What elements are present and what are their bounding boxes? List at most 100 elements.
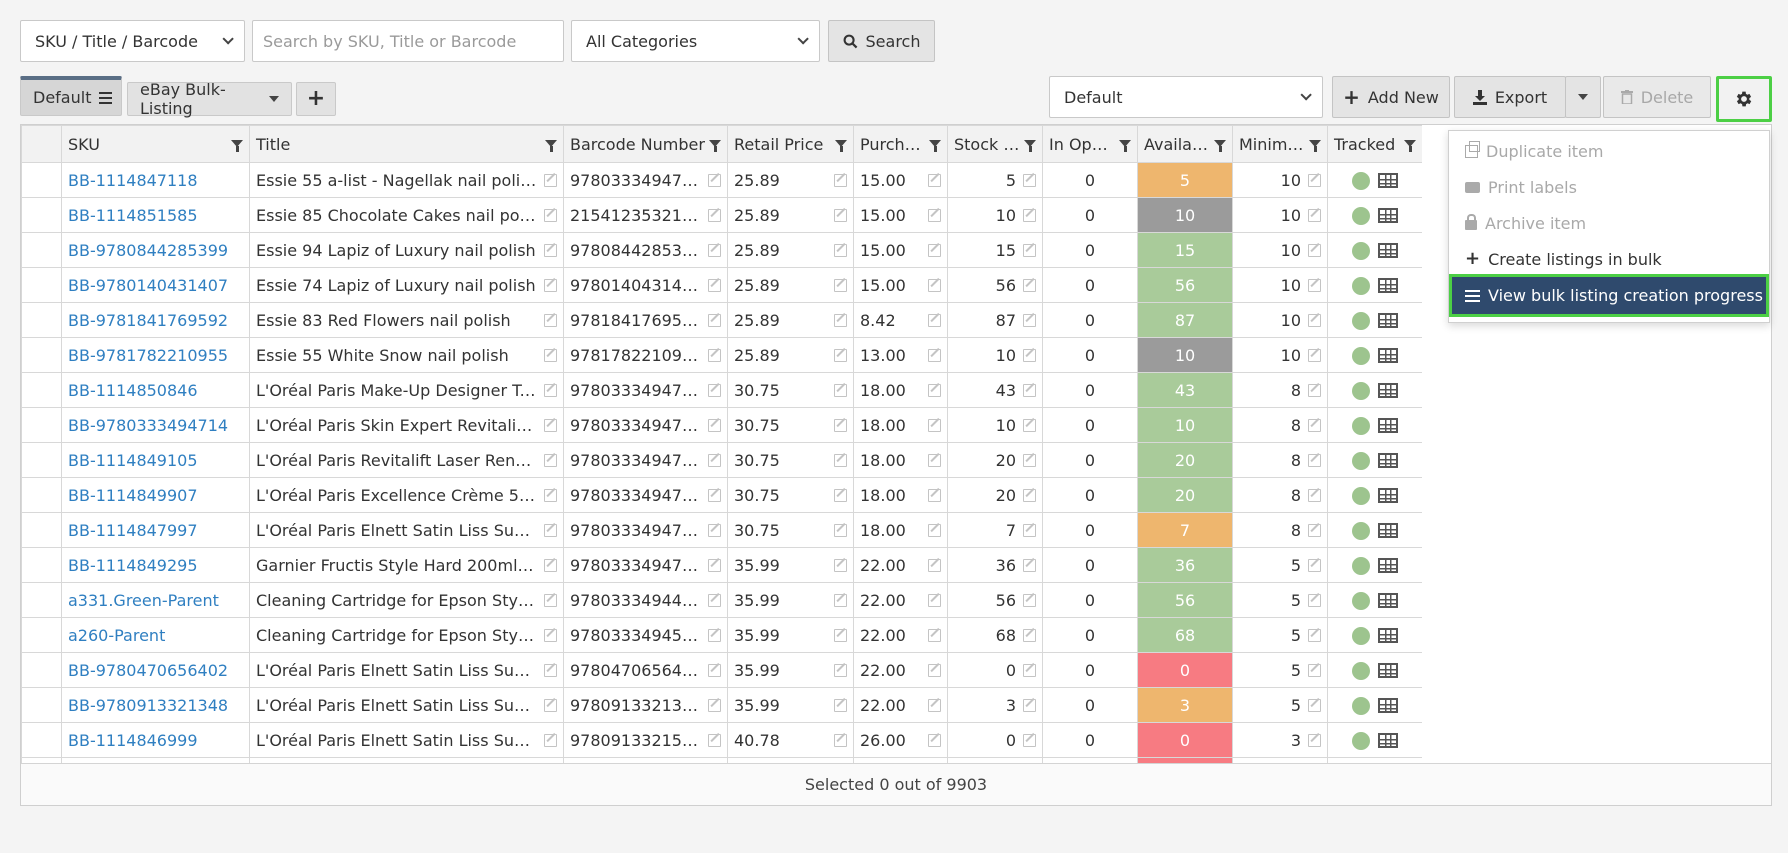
search-button[interactable]: Search bbox=[828, 20, 935, 62]
row-select-cell[interactable] bbox=[21, 617, 62, 653]
menu-item-create-listings[interactable]: + Create listings in bulk bbox=[1449, 241, 1769, 277]
tracked-cell[interactable] bbox=[1327, 372, 1422, 408]
retail-price-cell[interactable]: 25.89 bbox=[727, 267, 854, 303]
table-icon[interactable] bbox=[1378, 313, 1398, 329]
table-icon[interactable] bbox=[1378, 558, 1398, 574]
minimum-cell[interactable]: 8 bbox=[1232, 372, 1328, 408]
row-select-cell[interactable] bbox=[21, 442, 62, 478]
edit-icon[interactable] bbox=[708, 174, 721, 187]
title-cell[interactable]: L'Oréal Paris Elnett Satin Liss Supre... bbox=[249, 722, 564, 758]
edit-icon[interactable] bbox=[544, 419, 557, 432]
retail-price-cell[interactable]: 30.75 bbox=[727, 477, 854, 513]
delete-button[interactable]: Delete bbox=[1603, 76, 1711, 118]
sku-cell[interactable]: BB-1114847997 bbox=[61, 512, 250, 548]
barcode-cell[interactable]: 9780913321568 bbox=[563, 722, 728, 758]
row-select-cell[interactable] bbox=[21, 337, 62, 373]
stock-level-cell[interactable]: 56 bbox=[947, 267, 1043, 303]
filter-icon[interactable] bbox=[1404, 140, 1416, 152]
category-select[interactable]: All Categories bbox=[571, 20, 820, 62]
column-header-minimum[interactable]: Minimum bbox=[1232, 125, 1328, 163]
filter-icon[interactable] bbox=[1119, 140, 1131, 152]
stock-level-cell[interactable]: 10 bbox=[947, 197, 1043, 233]
barcode-cell[interactable]: 9780333494788 bbox=[563, 512, 728, 548]
minimum-cell[interactable]: 5 bbox=[1232, 547, 1328, 583]
retail-price-cell[interactable]: 40.78 bbox=[727, 722, 854, 758]
edit-icon[interactable] bbox=[1308, 174, 1321, 187]
table-row[interactable]: BB-1114847997 L'Oréal Paris Elnett Satin … bbox=[21, 512, 1422, 548]
purchase-price-cell[interactable]: 13.00 bbox=[853, 337, 948, 373]
edit-icon[interactable] bbox=[1308, 384, 1321, 397]
row-select-cell[interactable] bbox=[21, 372, 62, 408]
edit-icon[interactable] bbox=[928, 629, 941, 642]
barcode-cell[interactable]: 9780844285399 bbox=[563, 232, 728, 268]
edit-icon[interactable] bbox=[1308, 559, 1321, 572]
sku-cell[interactable]: BB-9781782210955 bbox=[61, 337, 250, 373]
edit-icon[interactable] bbox=[708, 524, 721, 537]
edit-icon[interactable] bbox=[1023, 279, 1036, 292]
retail-price-cell[interactable]: 25.89 bbox=[727, 302, 854, 338]
table-row[interactable]: BB-9780140431407 Essie 74 Lapiz of Luxury… bbox=[21, 267, 1422, 303]
minimum-cell[interactable]: 3 bbox=[1232, 722, 1328, 758]
stock-level-cell[interactable]: 87 bbox=[947, 302, 1043, 338]
stock-level-cell[interactable]: 68 bbox=[947, 617, 1043, 653]
edit-icon[interactable] bbox=[708, 629, 721, 642]
retail-price-cell[interactable]: 25.89 bbox=[727, 337, 854, 373]
edit-icon[interactable] bbox=[1308, 664, 1321, 677]
title-cell[interactable]: L'Oréal Paris Make-Up Designer Tru... bbox=[249, 372, 564, 408]
tracked-cell[interactable] bbox=[1327, 232, 1422, 268]
edit-icon[interactable] bbox=[544, 209, 557, 222]
table-icon[interactable] bbox=[1378, 698, 1398, 714]
title-cell[interactable]: L'Oréal Paris Excellence Crème 5.32... bbox=[249, 477, 564, 513]
edit-icon[interactable] bbox=[1023, 209, 1036, 222]
table-icon[interactable] bbox=[1378, 383, 1398, 399]
barcode-cell[interactable]: 9780333494714 bbox=[563, 407, 728, 443]
edit-icon[interactable] bbox=[544, 384, 557, 397]
row-select-cell[interactable] bbox=[21, 652, 62, 688]
row-select-cell[interactable] bbox=[21, 267, 62, 303]
tracked-cell[interactable] bbox=[1327, 407, 1422, 443]
search-input[interactable] bbox=[252, 20, 564, 62]
table-row[interactable]: BB-9780844285399 Essie 94 Lapiz of Luxury… bbox=[21, 232, 1422, 268]
column-header-stock-level[interactable]: Stock Lev bbox=[947, 125, 1043, 163]
add-tab-button[interactable]: + bbox=[296, 82, 336, 116]
column-header-barcode[interactable]: Barcode Number bbox=[563, 125, 728, 163]
sku-cell[interactable]: BB-9781841769592 bbox=[61, 302, 250, 338]
edit-icon[interactable] bbox=[1308, 279, 1321, 292]
title-cell[interactable]: Cleaning Cartridge for Epson Stylus... bbox=[249, 582, 564, 618]
minimum-cell[interactable]: 10 bbox=[1232, 162, 1328, 198]
tracked-cell[interactable] bbox=[1327, 687, 1422, 723]
tracked-cell[interactable] bbox=[1327, 197, 1422, 233]
retail-price-cell[interactable]: 35.99 bbox=[727, 687, 854, 723]
tracked-cell[interactable] bbox=[1327, 722, 1422, 758]
sku-cell[interactable]: BB-9780844285399 bbox=[61, 232, 250, 268]
filter-icon[interactable] bbox=[545, 140, 557, 152]
purchase-price-cell[interactable]: 18.00 bbox=[853, 442, 948, 478]
edit-icon[interactable] bbox=[928, 384, 941, 397]
edit-icon[interactable] bbox=[708, 454, 721, 467]
edit-icon[interactable] bbox=[928, 314, 941, 327]
filter-icon[interactable] bbox=[1024, 140, 1036, 152]
filter-icon[interactable] bbox=[709, 140, 721, 152]
edit-icon[interactable] bbox=[544, 559, 557, 572]
edit-icon[interactable] bbox=[1308, 349, 1321, 362]
barcode-cell[interactable]: 9780333494725 bbox=[563, 442, 728, 478]
menu-item-view-bulk-progress[interactable]: View bulk listing creation progress bbox=[1449, 274, 1769, 317]
select-column-header[interactable] bbox=[21, 125, 62, 163]
table-icon[interactable] bbox=[1378, 453, 1398, 469]
retail-price-cell[interactable]: 25.89 bbox=[727, 162, 854, 198]
retail-price-cell[interactable]: 30.75 bbox=[727, 372, 854, 408]
edit-icon[interactable] bbox=[834, 594, 847, 607]
edit-icon[interactable] bbox=[1023, 314, 1036, 327]
edit-icon[interactable] bbox=[544, 699, 557, 712]
stock-level-cell[interactable]: 15 bbox=[947, 232, 1043, 268]
edit-icon[interactable] bbox=[834, 279, 847, 292]
tracked-cell[interactable] bbox=[1327, 337, 1422, 373]
title-cell[interactable]: Essie 83 Red Flowers nail polish bbox=[249, 302, 564, 338]
edit-icon[interactable] bbox=[1023, 244, 1036, 257]
barcode-cell[interactable]: 9781841769592 bbox=[563, 302, 728, 338]
table-icon[interactable] bbox=[1378, 663, 1398, 679]
edit-icon[interactable] bbox=[708, 699, 721, 712]
minimum-cell[interactable]: 5 bbox=[1232, 652, 1328, 688]
retail-price-cell[interactable]: 30.75 bbox=[727, 407, 854, 443]
edit-icon[interactable] bbox=[928, 209, 941, 222]
